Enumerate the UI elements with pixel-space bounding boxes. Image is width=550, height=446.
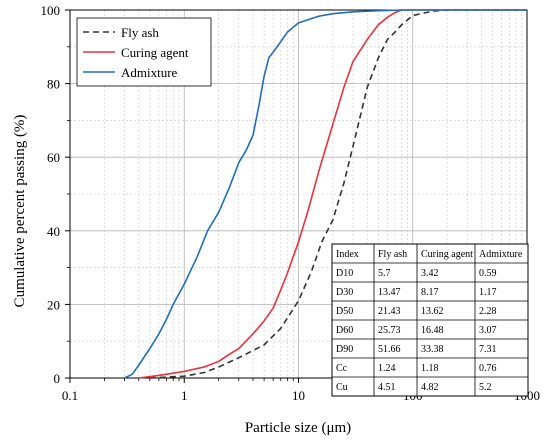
table-cell: 33.38 — [421, 344, 444, 355]
table-cell: 5.2 — [479, 382, 492, 393]
x-axis-title: Particle size (μm) — [245, 420, 351, 436]
table-cell: 13.62 — [421, 306, 444, 317]
table-cell: 8.17 — [421, 287, 439, 298]
y-tick-label: 60 — [47, 150, 60, 165]
table-cell: 25.73 — [378, 325, 401, 336]
table-cell: 5.7 — [378, 268, 391, 279]
y-tick-label: 40 — [47, 224, 60, 239]
table-cell: 3.07 — [479, 325, 497, 336]
table-cell: Cc — [336, 363, 348, 374]
y-tick-label: 0 — [54, 371, 61, 386]
table-cell: 16.48 — [421, 325, 444, 336]
legend: Fly ash Curing agent Admixture — [76, 17, 212, 87]
table-cell: 0.76 — [479, 363, 497, 374]
x-tick-label: 10 — [292, 388, 305, 403]
table-header-cell: Fly ash — [378, 249, 407, 260]
y-tick-label: 80 — [47, 77, 60, 92]
x-tick-label: 1 — [181, 388, 188, 403]
legend-label-2: Admixture — [121, 65, 178, 80]
table-cell: 4.82 — [421, 382, 439, 393]
table-cell: D10 — [336, 268, 353, 279]
table-cell: D60 — [336, 325, 353, 336]
table-cell: 1.18 — [421, 363, 439, 374]
x-tick-label: 0.1 — [62, 388, 78, 403]
table-cell: 1.17 — [479, 287, 497, 298]
series-lines — [124, 9, 527, 379]
index-table: Index Fly ash Curing agent Admixture D10 5.7 3… — [331, 243, 529, 397]
legend-label-1: Curing agent — [121, 45, 189, 60]
table-cell: D90 — [336, 344, 353, 355]
table-cell: 3.42 — [421, 268, 439, 279]
table-header-cell: Curing agent — [421, 249, 473, 260]
table-cell: 13.47 — [378, 287, 401, 298]
table-cell: 7.31 — [479, 344, 497, 355]
y-tick-label: 100 — [41, 3, 61, 18]
table-cell: 51.66 — [378, 344, 401, 355]
table-cell: 2.28 — [479, 306, 497, 317]
series-line-0 — [149, 9, 527, 379]
table-header-cell: Admixture — [479, 249, 523, 260]
table-cell: 21.43 — [378, 306, 401, 317]
table-cell: 0.59 — [479, 268, 497, 279]
legend-label-0: Fly ash — [121, 25, 159, 40]
table-cell: D50 — [336, 306, 353, 317]
table-cell: Cu — [336, 382, 348, 393]
series-line-1 — [138, 9, 527, 379]
series-line-2 — [124, 9, 527, 379]
table-cell: 1.24 — [378, 363, 396, 374]
y-tick-label: 20 — [47, 297, 60, 312]
table-header-cell: Index — [336, 249, 359, 260]
table-cell: 4.51 — [378, 382, 396, 393]
y-axis-title: Cumulative percent passing (%) — [12, 115, 28, 308]
table-cell: D30 — [336, 287, 353, 298]
